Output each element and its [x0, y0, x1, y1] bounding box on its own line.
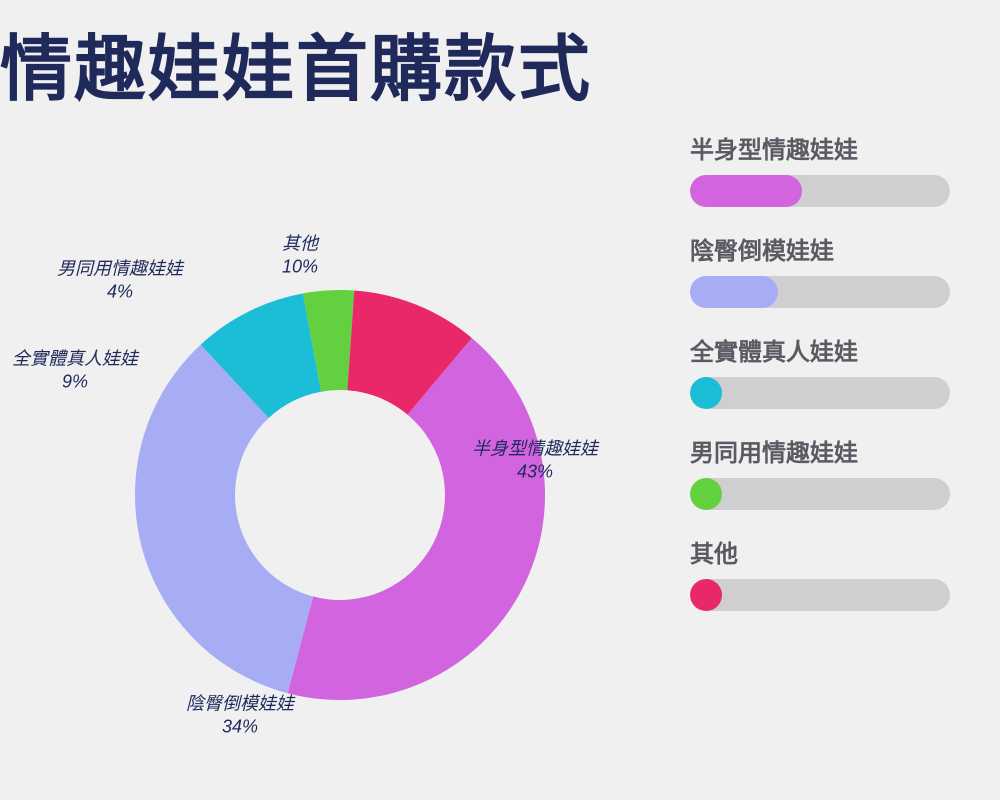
slice-label-pct: 4% [57, 280, 183, 303]
slice-label: 陰臀倒模娃娃34% [186, 693, 294, 738]
legend-bar [690, 276, 950, 308]
legend-label: 其他 [690, 534, 970, 569]
slice-label: 男同用情趣娃娃4% [57, 258, 183, 303]
legend-bar [690, 579, 950, 611]
legend-item: 男同用情趣娃娃 [690, 433, 970, 510]
legend-bar [690, 377, 950, 409]
slice-label-pct: 43% [472, 460, 598, 483]
page-title: 情趣娃娃首購款式 [0, 10, 592, 115]
legend-item: 陰臀倒模娃娃 [690, 231, 970, 308]
slice-label: 全實體真人娃娃9% [12, 348, 138, 393]
slice-label-pct: 9% [12, 370, 138, 393]
legend-bar [690, 478, 950, 510]
slice-label-pct: 10% [282, 255, 318, 278]
donut-svg [130, 285, 550, 705]
slice-label-name: 全實體真人娃娃 [12, 348, 138, 371]
legend-label: 男同用情趣娃娃 [690, 433, 970, 468]
slice-label-name: 其他 [282, 233, 318, 256]
legend-bar-fill [690, 276, 778, 308]
slice-label-pct: 34% [186, 715, 294, 738]
legend-label: 陰臀倒模娃娃 [690, 231, 970, 266]
slice-label: 其他10% [282, 233, 318, 278]
legend-bar-fill [690, 175, 802, 207]
legend-item: 全實體真人娃娃 [690, 332, 970, 409]
slice-label: 半身型情趣娃娃43% [472, 438, 598, 483]
slice-label-name: 半身型情趣娃娃 [472, 438, 598, 461]
donut-chart: 半身型情趣娃娃43%陰臀倒模娃娃34%全實體真人娃娃9%男同用情趣娃娃4%其他1… [30, 150, 650, 770]
legend-bar-fill [690, 377, 722, 409]
legend-label: 半身型情趣娃娃 [690, 130, 970, 165]
legend: 半身型情趣娃娃陰臀倒模娃娃全實體真人娃娃男同用情趣娃娃其他 [690, 130, 970, 611]
legend-label: 全實體真人娃娃 [690, 332, 970, 367]
legend-item: 其他 [690, 534, 970, 611]
legend-bar [690, 175, 950, 207]
slice-label-name: 陰臀倒模娃娃 [186, 693, 294, 716]
slice-label-name: 男同用情趣娃娃 [57, 258, 183, 281]
legend-bar-fill [690, 579, 722, 611]
legend-item: 半身型情趣娃娃 [690, 130, 970, 207]
legend-bar-fill [690, 478, 722, 510]
